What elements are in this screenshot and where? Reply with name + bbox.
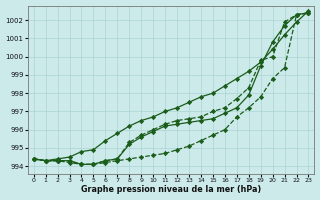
X-axis label: Graphe pression niveau de la mer (hPa): Graphe pression niveau de la mer (hPa) <box>81 185 261 194</box>
